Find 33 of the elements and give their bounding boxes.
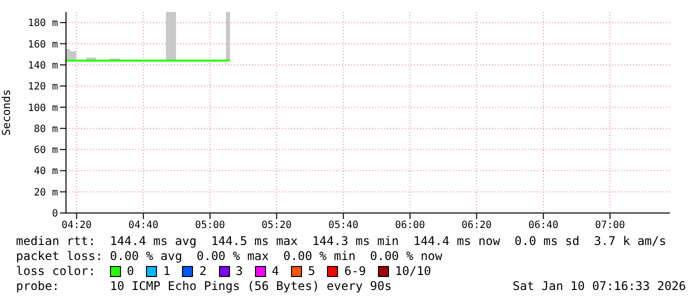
x-tick-label: 05:00 xyxy=(194,220,226,232)
x-tick-label: 04:20 xyxy=(62,220,92,232)
y-tick-label: 160 m xyxy=(28,39,58,50)
x-tick-label: 06:20 xyxy=(462,220,492,232)
y-tick-label: 80 m xyxy=(34,124,58,135)
legend-label: 3 xyxy=(234,264,243,279)
y-axis-title: Seconds xyxy=(0,89,13,136)
text: probe: 10 ICMP Echo Pings (56 Bytes) every 90s xyxy=(16,279,392,294)
text: packet loss: 0.00 % avg 0.00 % max 0.00 % min 0.00 % now xyxy=(16,249,444,264)
y-tick-label: 120 m xyxy=(28,82,58,93)
y-tick-label: 180 m xyxy=(28,18,58,30)
x-tick-label: 05:40 xyxy=(328,220,358,232)
legend-label: 2 xyxy=(198,264,207,279)
legend-label: 10/10 xyxy=(394,264,432,279)
legend-label: 4 xyxy=(270,264,280,279)
y-tick-label: 60 m xyxy=(34,145,58,156)
legend-label: 1 xyxy=(162,264,170,279)
text: Sat Jan 10 07:16:33 2026 xyxy=(512,279,686,294)
x-tick-label: 05:20 xyxy=(262,220,292,232)
y-tick-label: 140 m xyxy=(28,60,58,72)
x-tick-label: 07:00 xyxy=(594,220,626,232)
text: median rtt: 144.4 ms avg 144.5 ms max 144.3 ms min 144.4 ms now 0.0 ms sd 3.7 k am/s xyxy=(16,234,668,249)
legend-label: 6-9 xyxy=(343,264,366,279)
y-tick-label: 100 m xyxy=(28,102,58,114)
legend-label: 0 xyxy=(126,264,134,279)
y-tick-label: 40 m xyxy=(34,166,58,178)
legend-label: 5 xyxy=(307,264,316,279)
x-tick-label: 06:40 xyxy=(528,220,558,232)
x-tick-label: 06:00 xyxy=(394,220,426,232)
legend-title: loss color: xyxy=(16,264,96,279)
x-tick-label: 04:40 xyxy=(128,220,158,232)
y-tick-label: 0 xyxy=(52,208,58,220)
y-tick-label: 20 m xyxy=(34,187,58,198)
